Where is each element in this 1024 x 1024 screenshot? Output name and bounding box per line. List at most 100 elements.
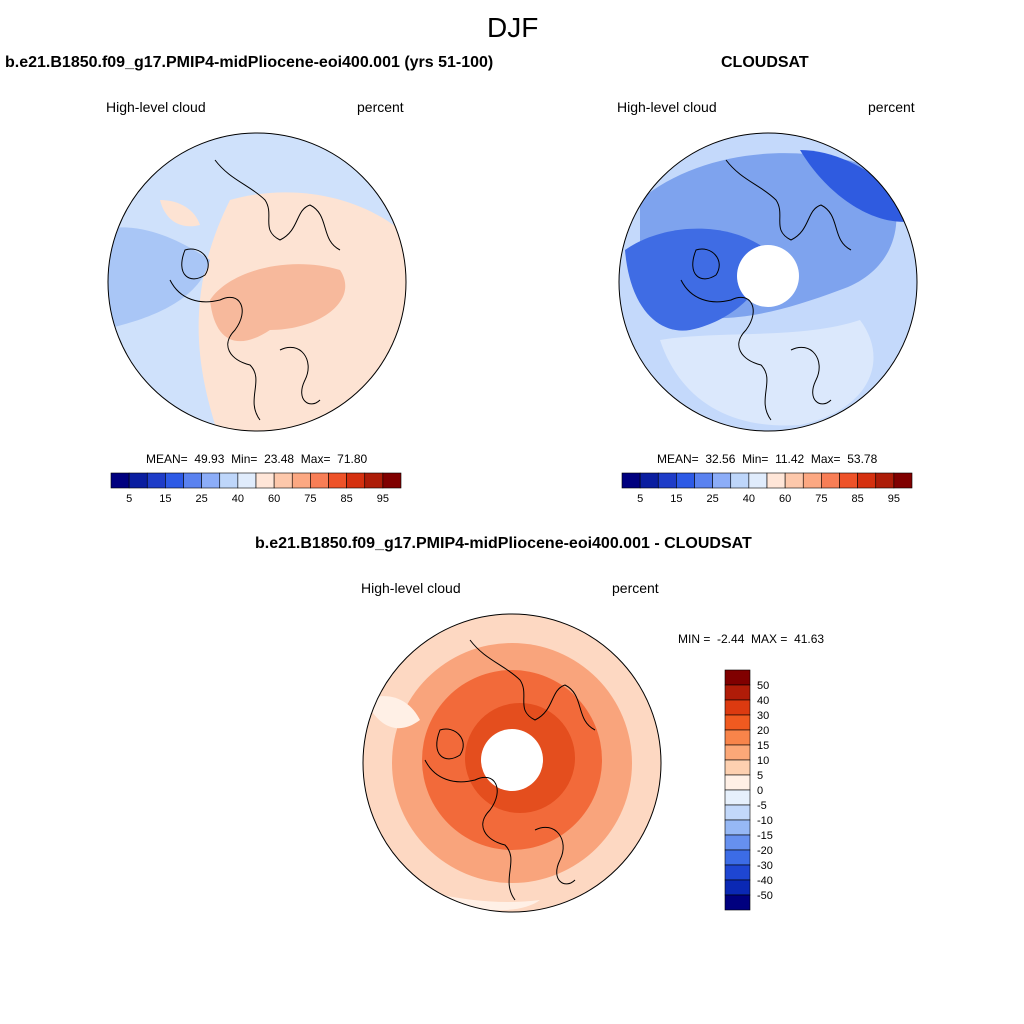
- panel1-coastlines: [169, 159, 341, 421]
- panel3-colorbar-tick-label: 40: [757, 695, 769, 707]
- panel2-min-value: 11.42: [775, 452, 805, 466]
- panel2-mean-value: 32.56: [705, 452, 736, 466]
- panel2-stats: MEAN= 32.56 Min= 11.42 Max= 53.78: [657, 452, 877, 466]
- panel1-title: b.e21.B1850.f09_g17.PMIP4-midPliocene-eo…: [5, 54, 494, 71]
- panel3-colorbar-tick-label: 10: [757, 755, 769, 767]
- panel3-colorbar-box: [724, 789, 751, 806]
- panel3-colorbar-box: [724, 684, 751, 701]
- panel3-min-value: -2.44: [717, 632, 745, 646]
- panel3-colorbar-box: [724, 894, 751, 911]
- panel3-map-border: [362, 613, 662, 913]
- panel3-field-light-south: [420, 890, 540, 911]
- panel3-colorbar-box: [724, 819, 751, 836]
- figure-title: DJF: [487, 12, 539, 43]
- panel1-field-warmer: [210, 264, 346, 342]
- panel1-units-label: percent: [357, 99, 404, 115]
- panel1-colorbar-tick-label: 85: [341, 493, 353, 505]
- panel1-min-value: 23.48: [264, 452, 295, 466]
- panel2-field-high: [660, 320, 874, 426]
- panel3-title: b.e21.B1850.f09_g17.PMIP4-midPliocene-eo…: [255, 535, 752, 552]
- panel3-colorbar-tick-label: -30: [757, 860, 773, 872]
- panel3-colorbar-box: [724, 849, 751, 866]
- panel2-field-low-ne: [800, 150, 917, 222]
- panel2-title: CLOUDSAT: [721, 54, 809, 71]
- panel3-coastlines: [424, 639, 596, 901]
- panel1-colorbar-box: [382, 472, 402, 489]
- panel2-colorbar-tick-label: 85: [852, 493, 864, 505]
- panel1-min-label: Min=: [231, 452, 258, 466]
- panel2-colorbar-tick-label: 40: [743, 493, 755, 505]
- panel3-polar-hole: [481, 729, 543, 791]
- panel3-colorbar-box: [724, 804, 751, 821]
- panel3-colorbar-tick-label: 20: [757, 725, 769, 737]
- panel1-variable-label: High-level cloud: [106, 99, 206, 115]
- panel3-colorbar-box: [724, 699, 751, 716]
- panel3-colorbar-tick-label: 50: [757, 680, 769, 692]
- panel2-colorbar-tick-label: 60: [779, 493, 791, 505]
- panel3-colorbar-tick-label: -40: [757, 875, 773, 887]
- panel3-colorbar-tick-label: 15: [757, 740, 769, 752]
- panel3-colorbar-box: [724, 774, 751, 791]
- panel2-map-border: [618, 132, 918, 432]
- panel1-colorbar-tick-label: 40: [232, 493, 244, 505]
- panel2-colorbar-tick-label: 75: [815, 493, 827, 505]
- panel3-min-label: MIN =: [678, 632, 711, 646]
- panel3-colorbar-tick-label: 30: [757, 710, 769, 722]
- panel2-field-low: [625, 228, 766, 331]
- panel2-colorbar-tick-label: 95: [888, 493, 900, 505]
- panel1-max-label: Max=: [300, 452, 331, 466]
- panel2-colorbar-tick-label: 5: [637, 493, 643, 505]
- panel1-max-value: 71.80: [337, 452, 368, 466]
- panel2-variable-label: High-level cloud: [617, 99, 717, 115]
- panel3-field-light-patch: [365, 696, 420, 729]
- panel2-max-label: Max=: [810, 452, 841, 466]
- panel3-colorbar-box: [724, 759, 751, 776]
- panel3-colorbar-box: [724, 864, 751, 881]
- panel1-colorbar-tick-label: 15: [159, 493, 171, 505]
- panel3-units-label: percent: [612, 580, 659, 596]
- panel3-colorbar-box: [724, 744, 751, 761]
- panel3-colorbar-tick-label: -50: [757, 890, 773, 902]
- panel2-colorbar-tick-label: 25: [707, 493, 719, 505]
- panel1-colorbar-tick-label: 75: [304, 493, 316, 505]
- panel3-colorbar-box: [724, 729, 751, 746]
- panel1-mean-value: 49.93: [194, 452, 225, 466]
- panel3-max-value: 41.63: [794, 632, 825, 646]
- panel3-colorbar-tick-label: -10: [757, 815, 773, 827]
- panel3-colorbar-box: [724, 834, 751, 851]
- panel3-colorbar-tick-label: -15: [757, 830, 773, 842]
- panel2-polar-hole: [737, 245, 799, 307]
- panel2-mean-label: MEAN=: [657, 452, 699, 466]
- panel3-variable-label: High-level cloud: [361, 580, 461, 596]
- panel3-colorbar-box: [724, 879, 751, 896]
- panel1-colorbar-tick-label: 95: [377, 493, 389, 505]
- panel2-colorbar-tick-label: 15: [670, 493, 682, 505]
- panel1-map-border: [107, 132, 407, 432]
- panel1-colorbar-tick-label: 60: [268, 493, 280, 505]
- panel2-coastlines: [680, 159, 852, 421]
- panel3-colorbar-tick-label: -5: [757, 800, 767, 812]
- panel3-colorbar-tick-label: 0: [757, 785, 763, 797]
- panel1-field-warm-patch: [160, 200, 200, 227]
- panel1-mean-label: MEAN=: [146, 452, 188, 466]
- panel3-colorbar-box: [724, 714, 751, 731]
- panel3-max-label: MAX =: [751, 632, 788, 646]
- panel1-colorbar-tick-label: 5: [126, 493, 132, 505]
- panel3-colorbar-tick-label: 5: [757, 770, 763, 782]
- panel2-colorbar-box: [893, 472, 913, 489]
- panel1-colorbar-tick-label: 25: [196, 493, 208, 505]
- panel2-min-label: Min=: [742, 452, 769, 466]
- panel2-units-label: percent: [868, 99, 915, 115]
- panel2-max-value: 53.78: [847, 452, 878, 466]
- panel3-stats: MIN = -2.44 MAX = 41.63: [678, 632, 824, 646]
- panel3-colorbar-tick-label: -20: [757, 845, 773, 857]
- panel1-stats: MEAN= 49.93 Min= 23.48 Max= 71.80: [146, 452, 367, 466]
- panel1-field-cool: [108, 227, 210, 330]
- panel3-colorbar-box: [724, 669, 751, 686]
